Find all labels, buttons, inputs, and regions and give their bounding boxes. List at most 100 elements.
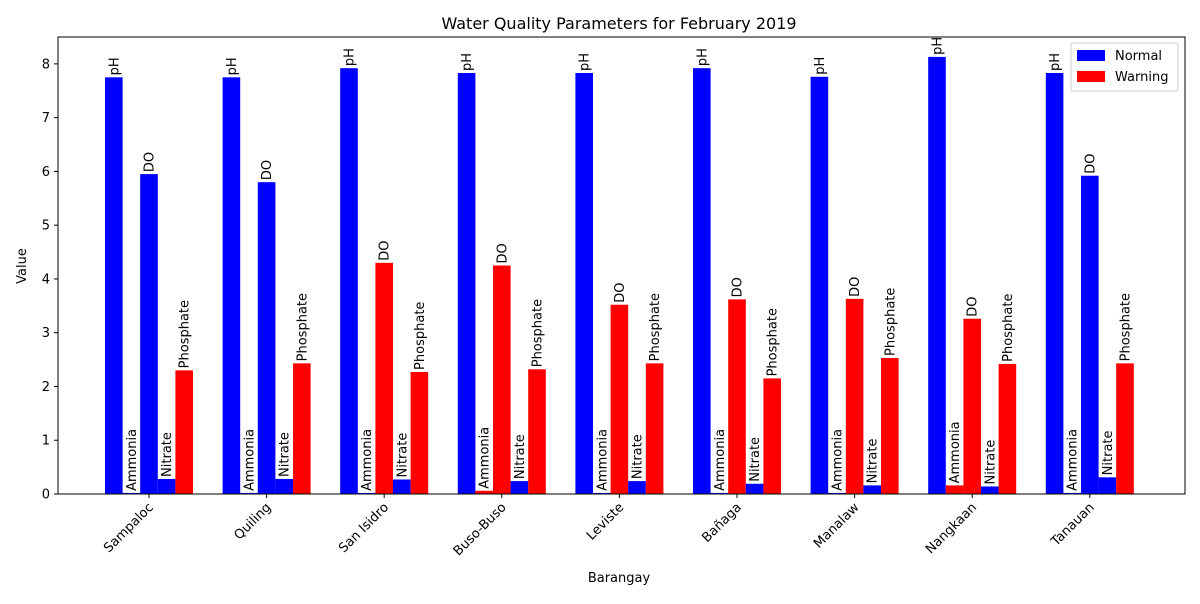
bar-san-isidro-ph bbox=[340, 68, 358, 495]
bar-label-quiling-ammonia: Ammonia bbox=[243, 429, 258, 491]
bar-label-leviste-do: DO bbox=[613, 283, 628, 303]
bar-quiling-do bbox=[257, 182, 276, 494]
bar-banaga-phosphate bbox=[763, 378, 781, 494]
bar-leviste-nitrate bbox=[628, 481, 646, 494]
y-axis: 0 1 2 3 4 5 6 7 8 bbox=[42, 57, 58, 503]
legend-swatch-normal bbox=[1077, 50, 1105, 61]
bar-labels-layer: pH Ammonia DO Nitrate Phosphate pH Ammonia DO Ni… bbox=[107, 37, 1133, 491]
bar-label-nangkaan-do: DO bbox=[966, 296, 981, 316]
bar-manalaw-do bbox=[845, 298, 864, 494]
bar-label-buso-buso-ammonia: Ammonia bbox=[478, 427, 493, 489]
x-tick-label-nangkaan: Nangkaan bbox=[923, 500, 980, 557]
bar-label-san-isidro-phosphate: Phosphate bbox=[413, 302, 428, 370]
bars-layer bbox=[105, 56, 1134, 495]
bar-banaga-ph bbox=[693, 68, 711, 495]
x-tick-label-tanauan: Tanauan bbox=[1048, 500, 1098, 550]
bar-san-isidro-do bbox=[375, 262, 393, 494]
x-tick-label-manalaw: Manalaw bbox=[811, 500, 863, 552]
bar-leviste-ph bbox=[575, 73, 593, 495]
bar-label-buso-buso-ph: pH bbox=[460, 53, 475, 71]
x-axis-label: Barangay bbox=[588, 571, 651, 586]
bar-quiling-ph bbox=[222, 77, 241, 494]
bar-label-manalaw-do: DO bbox=[848, 277, 863, 297]
bar-label-tanauan-ammonia: Ammonia bbox=[1066, 429, 1081, 491]
bar-label-sampaloc-nitrate: Nitrate bbox=[160, 432, 175, 477]
y-axis-label: Value bbox=[15, 248, 30, 284]
legend-label-warning: Warning bbox=[1115, 70, 1168, 85]
x-tick-label-san-isidro: San Isidro bbox=[336, 500, 392, 556]
legend: Normal Warning bbox=[1070, 42, 1179, 92]
bar-label-manalaw-phosphate: Phosphate bbox=[883, 288, 898, 356]
bar-sampaloc-ammonia bbox=[122, 492, 141, 494]
x-tick-label-leviste: Leviste bbox=[584, 500, 627, 543]
bar-manalaw-ammonia bbox=[828, 492, 846, 494]
bar-label-banaga-nitrate: Nitrate bbox=[748, 437, 763, 482]
bar-san-isidro-phosphate bbox=[410, 371, 429, 494]
bar-label-san-isidro-nitrate: Nitrate bbox=[395, 433, 410, 478]
bar-tanauan-do bbox=[1081, 175, 1099, 494]
bar-sampaloc-nitrate bbox=[157, 478, 176, 494]
bar-buso-buso-do bbox=[493, 265, 511, 494]
x-tick-label-buso-buso: Buso-Buso bbox=[451, 500, 510, 559]
bar-sampaloc-do bbox=[140, 174, 158, 494]
bar-label-manalaw-ph: pH bbox=[813, 57, 828, 75]
bar-manalaw-ph bbox=[810, 76, 829, 494]
bar-san-isidro-ammonia bbox=[357, 492, 376, 494]
bar-label-san-isidro-ammonia: Ammonia bbox=[360, 429, 375, 491]
bar-san-isidro-nitrate bbox=[393, 479, 411, 494]
bar-tanauan-ammonia bbox=[1063, 492, 1081, 494]
y-tick-label-1: 1 bbox=[42, 434, 50, 449]
bar-nangkaan-nitrate bbox=[981, 486, 999, 494]
y-tick-label-2: 2 bbox=[42, 380, 50, 395]
bar-label-quiling-ph: pH bbox=[225, 57, 240, 75]
bar-label-tanauan-ph: pH bbox=[1048, 53, 1063, 71]
bar-buso-buso-ph bbox=[457, 73, 476, 495]
bar-label-tanauan-nitrate: Nitrate bbox=[1101, 430, 1116, 475]
bar-label-sampaloc-ammonia: Ammonia bbox=[125, 429, 140, 491]
bar-tanauan-ph bbox=[1045, 73, 1064, 495]
bar-leviste-ammonia bbox=[593, 492, 611, 494]
bar-label-nangkaan-ammonia: Ammonia bbox=[948, 421, 963, 483]
bar-leviste-do bbox=[610, 304, 629, 494]
bar-buso-buso-ammonia bbox=[475, 490, 493, 494]
bar-label-banaga-ph: pH bbox=[695, 48, 710, 66]
bar-leviste-phosphate bbox=[645, 363, 664, 494]
bar-sampaloc-phosphate bbox=[175, 370, 193, 494]
bar-banaga-do bbox=[728, 299, 746, 494]
plot-frame bbox=[57, 36, 1186, 495]
bar-tanauan-phosphate bbox=[1116, 363, 1134, 494]
x-tick-label-banaga: Bañaga bbox=[699, 500, 744, 545]
bar-label-tanauan-phosphate: Phosphate bbox=[1119, 293, 1134, 361]
y-tick-label-5: 5 bbox=[42, 219, 50, 234]
bar-label-leviste-nitrate: Nitrate bbox=[631, 434, 646, 479]
x-axis: Sampaloc Quiling San Isidro Buso-Buso Levist… bbox=[101, 494, 1098, 559]
bar-sampaloc-ph bbox=[105, 77, 123, 494]
bar-nangkaan-phosphate bbox=[998, 363, 1017, 494]
bar-label-manalaw-nitrate: Nitrate bbox=[866, 439, 881, 484]
y-tick-label-3: 3 bbox=[42, 326, 50, 341]
bar-manalaw-phosphate bbox=[881, 357, 899, 494]
bar-quiling-ammonia bbox=[240, 492, 258, 494]
bar-label-buso-buso-phosphate: Phosphate bbox=[531, 299, 546, 367]
chart-title: Water Quality Parameters for February 20… bbox=[441, 14, 796, 33]
bar-label-nangkaan-phosphate: Phosphate bbox=[1001, 294, 1016, 362]
bar-buso-buso-nitrate bbox=[510, 481, 529, 494]
y-tick-label-8: 8 bbox=[42, 57, 50, 72]
bar-nangkaan-ammonia bbox=[945, 485, 964, 494]
bar-label-sampaloc-do: DO bbox=[143, 152, 158, 172]
bar-label-quiling-nitrate: Nitrate bbox=[278, 432, 293, 477]
bar-label-nangkaan-nitrate: Nitrate bbox=[983, 440, 998, 485]
bar-label-quiling-phosphate: Phosphate bbox=[295, 293, 310, 361]
legend-label-normal: Normal bbox=[1115, 49, 1162, 64]
bar-quiling-nitrate bbox=[275, 478, 293, 494]
bar-label-banaga-ammonia: Ammonia bbox=[713, 429, 728, 491]
y-tick-label-7: 7 bbox=[42, 111, 50, 126]
bar-label-manalaw-ammonia: Ammonia bbox=[831, 429, 846, 491]
bar-label-tanauan-do: DO bbox=[1083, 153, 1098, 173]
bar-label-leviste-phosphate: Phosphate bbox=[648, 293, 663, 361]
legend-swatch-warning bbox=[1077, 71, 1105, 82]
bar-label-san-isidro-do: DO bbox=[378, 241, 393, 261]
bar-nangkaan-ph bbox=[928, 56, 946, 494]
